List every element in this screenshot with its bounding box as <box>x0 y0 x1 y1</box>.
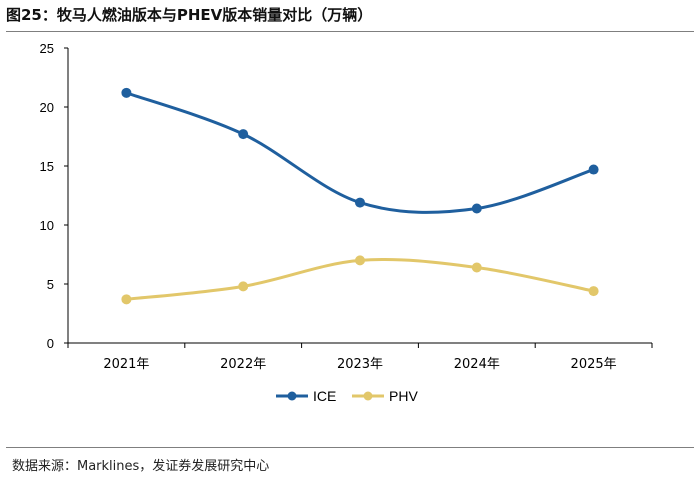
phv-series-line <box>124 257 596 301</box>
ice-point-2021年 <box>121 87 132 98</box>
legend-ice-marker <box>287 391 297 401</box>
top-divider <box>6 31 694 32</box>
phv-point-2024年 <box>471 262 482 273</box>
ice-series-line <box>124 91 596 214</box>
x-tick-label: 2025年 <box>571 357 617 372</box>
bottom-divider <box>6 447 694 448</box>
ice-point-2022年 <box>238 129 249 140</box>
phv-point-2021年 <box>121 294 132 305</box>
y-tick-label: 5 <box>47 277 54 292</box>
source-note: 数据来源：Marklines，发证券发展研究中心 <box>12 459 270 474</box>
chart-title: 图25：牧马人燃油版本与PHEV版本销量对比（万辆） <box>6 6 373 24</box>
legend-ice-label: ICE <box>313 388 336 404</box>
ice-point-2023年 <box>355 197 365 208</box>
x-tick-label: 2022年 <box>220 357 266 372</box>
y-tick-label: 10 <box>40 218 54 233</box>
ice-point-2025年 <box>588 164 599 175</box>
x-tick-label: 2023年 <box>337 357 383 372</box>
phv-point-2025年 <box>588 286 599 297</box>
legend-phv-marker <box>363 391 373 401</box>
legend-phv-label: PHV <box>389 388 418 404</box>
ice-point-2024年 <box>471 203 482 214</box>
x-tick-label: 2024年 <box>454 357 500 372</box>
x-tick-label: 2021年 <box>103 357 149 372</box>
phv-point-2023年 <box>355 255 365 266</box>
y-tick-label: 25 <box>40 41 54 56</box>
phv-point-2022年 <box>238 281 249 292</box>
y-tick-label: 0 <box>47 336 54 351</box>
y-tick-label: 20 <box>40 100 54 115</box>
y-tick-label: 15 <box>40 159 54 174</box>
